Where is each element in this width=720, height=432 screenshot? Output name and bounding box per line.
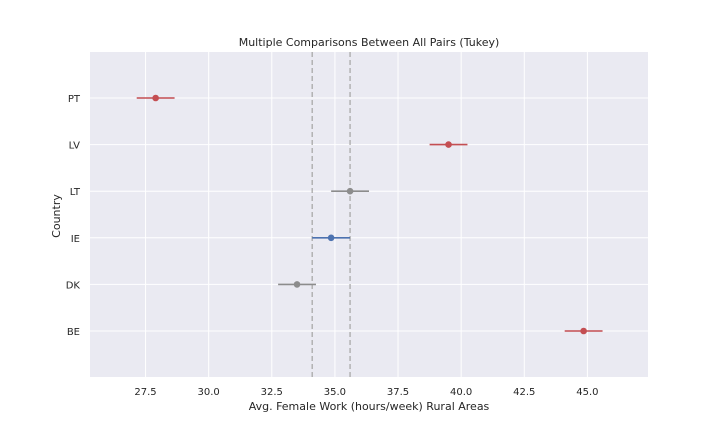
y-tick-label: LT — [70, 187, 81, 198]
x-tick-labels: 27.5 30.0 32.5 35.0 37.5 40.0 42.5 45.0 — [134, 387, 598, 398]
reference-lines — [311, 52, 351, 377]
x-tick-label: 42.5 — [513, 387, 535, 398]
y-tick-label: DK — [66, 280, 81, 291]
x-tick-label: 45.0 — [576, 387, 598, 398]
mean-point — [580, 327, 587, 335]
mean-point — [346, 187, 354, 195]
y-tick-label: PT — [68, 94, 81, 105]
x-tick-label: 27.5 — [134, 387, 156, 398]
y-axis-label: Country — [50, 194, 63, 238]
y-tick-label: BE — [67, 327, 80, 338]
plot-area — [90, 52, 648, 377]
chart-title: Multiple Comparisons Between All Pairs (… — [239, 36, 500, 49]
mean-point — [327, 234, 335, 242]
y-tick-label: LV — [69, 141, 80, 152]
data-marks — [136, 94, 603, 335]
x-tick-label: 40.0 — [450, 387, 472, 398]
mean-point — [445, 141, 452, 148]
y-tick-label: IE — [71, 234, 80, 245]
x-axis-label: Avg. Female Work (hours/week) Rural Area… — [249, 400, 490, 413]
x-tick-label: 35.0 — [324, 387, 346, 398]
x-tick-label: 37.5 — [387, 387, 409, 398]
y-tick-labels: PT LV LT IE DK BE — [66, 94, 81, 338]
mean-point — [293, 281, 301, 288]
x-tick-label: 32.5 — [261, 387, 283, 398]
x-tick-label: 30.0 — [198, 387, 220, 398]
mean-point — [152, 94, 159, 102]
